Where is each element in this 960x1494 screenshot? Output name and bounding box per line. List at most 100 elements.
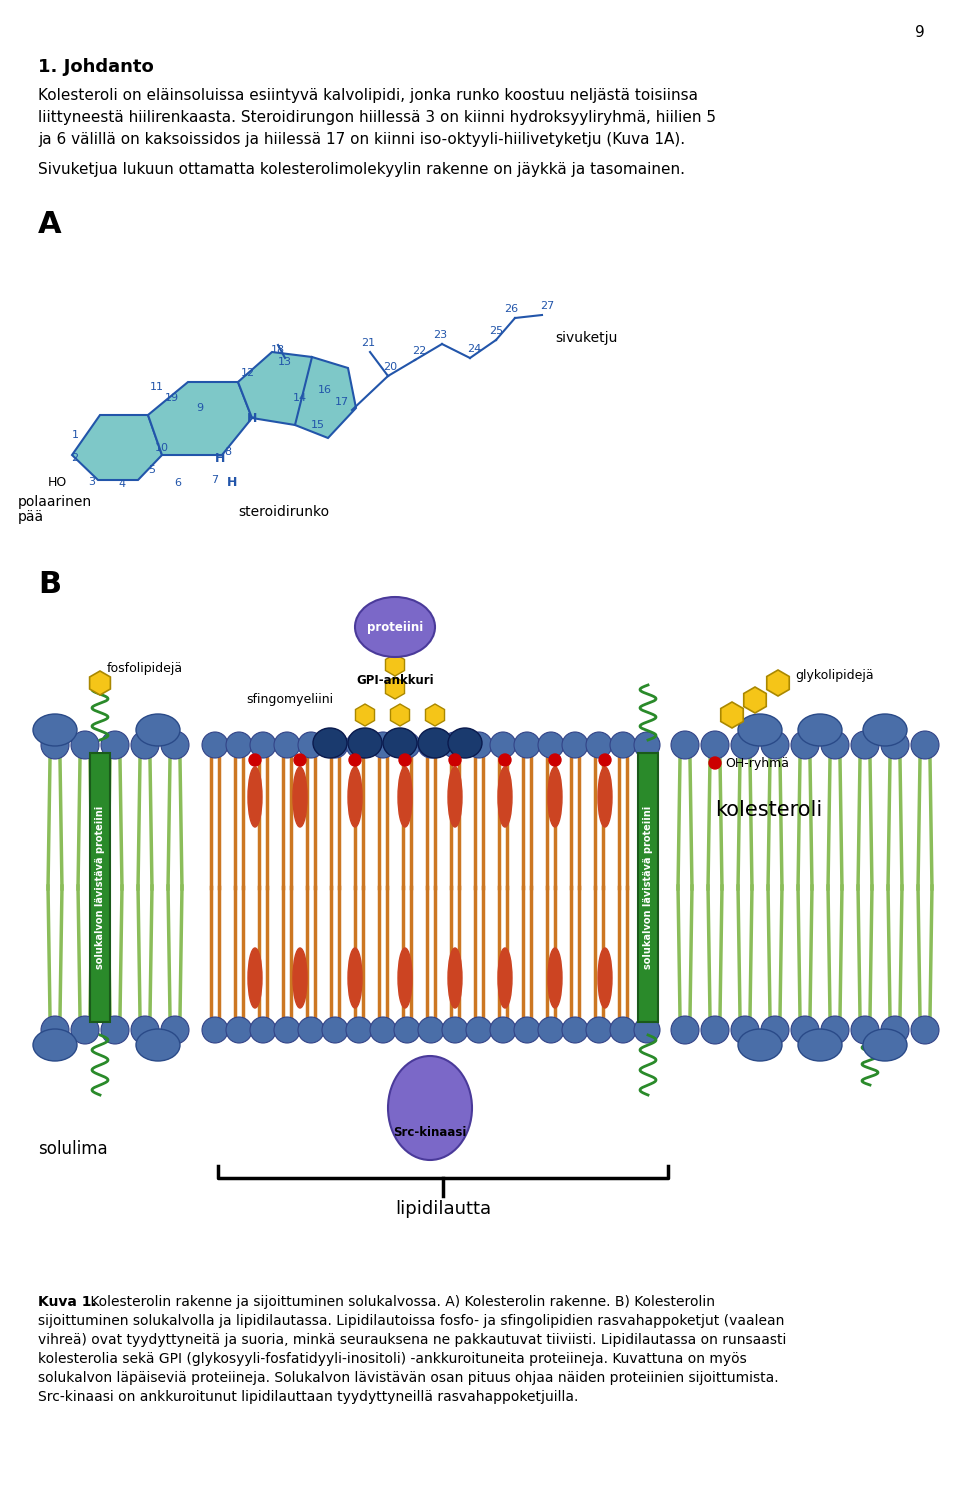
Text: lipidilautta: lipidilautta bbox=[395, 1200, 492, 1218]
Ellipse shape bbox=[298, 732, 324, 757]
Ellipse shape bbox=[348, 766, 362, 828]
Ellipse shape bbox=[514, 732, 540, 757]
Text: solukalvon läpäiseviä proteiineja. Solukalvon lävistävän osan pituus ohjaa näide: solukalvon läpäiseviä proteiineja. Soluk… bbox=[38, 1371, 779, 1385]
Ellipse shape bbox=[738, 714, 782, 746]
Text: 10: 10 bbox=[155, 444, 169, 453]
Ellipse shape bbox=[466, 732, 492, 757]
Text: H: H bbox=[215, 451, 226, 465]
Ellipse shape bbox=[136, 714, 180, 746]
Ellipse shape bbox=[394, 732, 420, 757]
Ellipse shape bbox=[71, 1016, 99, 1044]
Text: 7: 7 bbox=[211, 475, 219, 486]
Ellipse shape bbox=[490, 1017, 516, 1043]
Text: sfingomyeliini: sfingomyeliini bbox=[247, 693, 333, 707]
Text: steroidirunko: steroidirunko bbox=[238, 505, 329, 518]
Text: liittyneestä hiilirenkaasta. Steroidirungon hiillessä 3 on kiinni hydroksyyliryh: liittyneestä hiilirenkaasta. Steroidirun… bbox=[38, 111, 716, 125]
Ellipse shape bbox=[498, 766, 512, 828]
Ellipse shape bbox=[394, 1017, 420, 1043]
Ellipse shape bbox=[161, 731, 189, 759]
Text: 2: 2 bbox=[71, 453, 79, 463]
Text: 15: 15 bbox=[311, 420, 325, 430]
Ellipse shape bbox=[863, 1029, 907, 1061]
Text: 25: 25 bbox=[489, 326, 503, 336]
Ellipse shape bbox=[538, 732, 564, 757]
Ellipse shape bbox=[761, 1016, 789, 1044]
Ellipse shape bbox=[548, 766, 562, 828]
Ellipse shape bbox=[442, 732, 468, 757]
Text: fosfolipidejä: fosfolipidejä bbox=[107, 662, 183, 675]
Text: 9: 9 bbox=[197, 403, 204, 412]
Text: 18: 18 bbox=[271, 345, 285, 356]
Ellipse shape bbox=[226, 1017, 252, 1043]
Ellipse shape bbox=[821, 731, 849, 759]
Ellipse shape bbox=[248, 949, 262, 1008]
Ellipse shape bbox=[598, 766, 612, 828]
Text: HO: HO bbox=[48, 475, 67, 489]
Ellipse shape bbox=[250, 732, 276, 757]
Ellipse shape bbox=[442, 1017, 468, 1043]
Ellipse shape bbox=[294, 754, 306, 766]
Text: kolesterolia sekä GPI (glykosyyli-fosfatidyyli-inositoli) -ankkuroituneita prote: kolesterolia sekä GPI (glykosyyli-fosfat… bbox=[38, 1352, 747, 1366]
Ellipse shape bbox=[131, 731, 159, 759]
Ellipse shape bbox=[466, 1017, 492, 1043]
Text: polaarinen: polaarinen bbox=[18, 495, 92, 509]
Ellipse shape bbox=[418, 1017, 444, 1043]
Ellipse shape bbox=[226, 732, 252, 757]
Text: 1: 1 bbox=[71, 430, 79, 441]
Ellipse shape bbox=[399, 754, 411, 766]
Ellipse shape bbox=[586, 732, 612, 757]
Text: 8: 8 bbox=[225, 447, 231, 457]
Ellipse shape bbox=[863, 714, 907, 746]
Polygon shape bbox=[295, 357, 356, 438]
Ellipse shape bbox=[71, 731, 99, 759]
Polygon shape bbox=[238, 353, 322, 424]
Ellipse shape bbox=[761, 731, 789, 759]
Ellipse shape bbox=[821, 1016, 849, 1044]
Ellipse shape bbox=[610, 1017, 636, 1043]
Text: kolesteroli: kolesteroli bbox=[715, 799, 823, 820]
Text: 4: 4 bbox=[118, 480, 126, 489]
Polygon shape bbox=[89, 671, 110, 695]
Text: 1. Johdanto: 1. Johdanto bbox=[38, 58, 154, 76]
Text: GPI-ankkuri: GPI-ankkuri bbox=[356, 674, 434, 687]
Polygon shape bbox=[391, 704, 410, 726]
Ellipse shape bbox=[348, 949, 362, 1008]
Polygon shape bbox=[355, 704, 374, 726]
Ellipse shape bbox=[202, 732, 228, 757]
Ellipse shape bbox=[161, 1016, 189, 1044]
Text: ja 6 välillä on kaksoissidos ja hiilessä 17 on kiinni iso-oktyyli-hiilivetyketju: ja 6 välillä on kaksoissidos ja hiilessä… bbox=[38, 131, 685, 146]
Ellipse shape bbox=[448, 766, 462, 828]
Polygon shape bbox=[767, 669, 789, 696]
Ellipse shape bbox=[370, 1017, 396, 1043]
Text: 20: 20 bbox=[383, 362, 397, 372]
Ellipse shape bbox=[548, 949, 562, 1008]
Text: B: B bbox=[38, 571, 61, 599]
Polygon shape bbox=[148, 382, 252, 456]
Ellipse shape bbox=[348, 728, 382, 757]
Text: Sivuketjua lukuun ottamatta kolesterolimolekyylin rakenne on jäykkä ja tasomaine: Sivuketjua lukuun ottamatta kolesterolim… bbox=[38, 161, 685, 176]
Polygon shape bbox=[386, 677, 404, 699]
Text: 3: 3 bbox=[88, 477, 95, 487]
Text: vihreä) ovat tyydyttyneitä ja suoria, minkä seurauksena ne pakkautuvat tiiviisti: vihreä) ovat tyydyttyneitä ja suoria, mi… bbox=[38, 1333, 786, 1348]
FancyBboxPatch shape bbox=[90, 753, 110, 1022]
Ellipse shape bbox=[498, 949, 512, 1008]
Ellipse shape bbox=[383, 728, 417, 757]
Ellipse shape bbox=[418, 732, 444, 757]
Ellipse shape bbox=[709, 757, 721, 769]
Text: OH-ryhmä: OH-ryhmä bbox=[725, 756, 789, 769]
Ellipse shape bbox=[346, 732, 372, 757]
Ellipse shape bbox=[398, 949, 412, 1008]
Ellipse shape bbox=[911, 1016, 939, 1044]
Polygon shape bbox=[721, 702, 743, 728]
Ellipse shape bbox=[514, 1017, 540, 1043]
Ellipse shape bbox=[41, 1016, 69, 1044]
Ellipse shape bbox=[313, 728, 347, 757]
Ellipse shape bbox=[499, 754, 511, 766]
Text: solulima: solulima bbox=[38, 1140, 108, 1158]
FancyBboxPatch shape bbox=[638, 753, 658, 1022]
Ellipse shape bbox=[586, 1017, 612, 1043]
Text: H: H bbox=[227, 475, 237, 489]
Ellipse shape bbox=[136, 1029, 180, 1061]
Ellipse shape bbox=[731, 1016, 759, 1044]
Text: Src-kinaasi on ankkuroitunut lipidilauttaan tyydyttyneillä rasvahappoketjuilla.: Src-kinaasi on ankkuroitunut lipidilautt… bbox=[38, 1389, 578, 1404]
